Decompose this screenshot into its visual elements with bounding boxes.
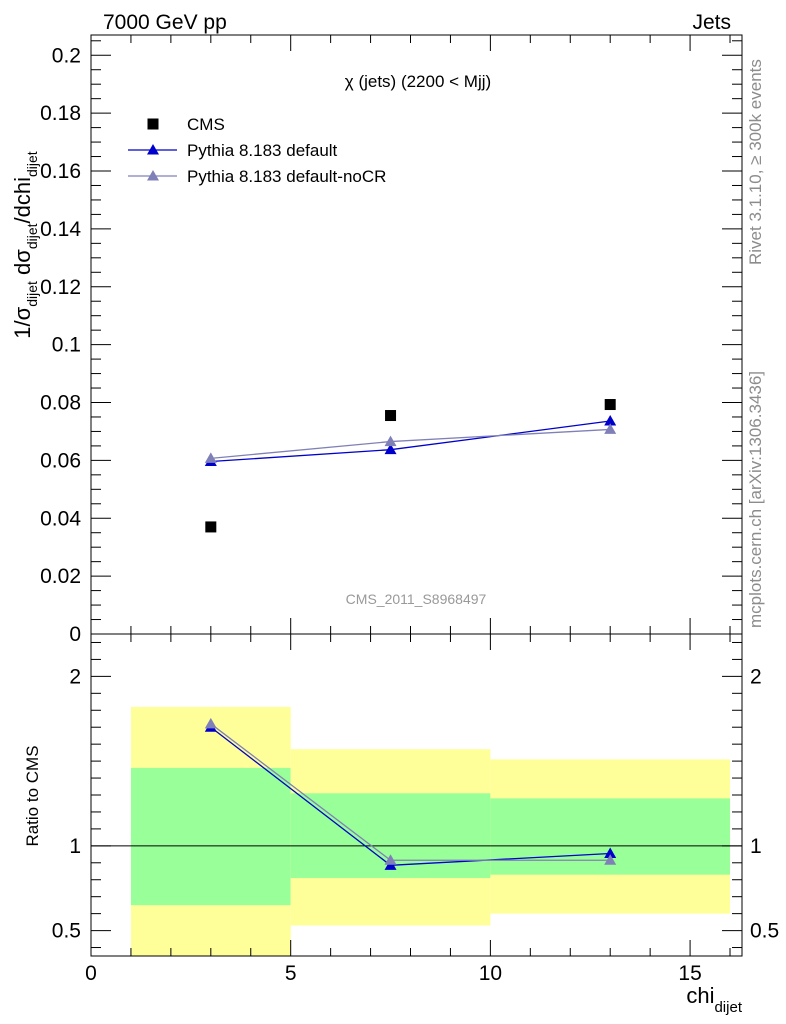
cms-point-0 <box>205 521 217 533</box>
y-axis-title-part: /dchi <box>10 177 35 223</box>
ratio-point-1-1 <box>384 854 397 865</box>
ratio-ytick-label-right: 1 <box>750 835 762 858</box>
main-ytick-label: 0.06 <box>40 449 81 472</box>
header-energy-label: 7000 GeV pp <box>103 11 227 34</box>
main-y-axis-title: 1/σdijet dσdijet/dchidijet <box>10 151 40 339</box>
ratio-series-layer <box>204 717 617 870</box>
ratio-tick-labels: 0.5 0.5 1 1 2 2 0 5 10 15 <box>52 665 779 985</box>
main-series-line-2 <box>210 428 611 459</box>
legend-label-2: Pythia 8.183 default-noCR <box>187 167 386 186</box>
ratio-band-green-0 <box>130 767 291 906</box>
ratio-point-1-2 <box>604 854 617 865</box>
legend-label-1: Pythia 8.183 default <box>187 141 338 160</box>
main-point-1-1 <box>384 443 397 455</box>
ratio-ytick-label-left: 2 <box>69 665 81 688</box>
cms-point-2 <box>604 399 616 411</box>
legend-marker-1 <box>147 144 159 155</box>
main-point-2-1 <box>384 435 397 447</box>
y-axis-title-part: dσ <box>10 249 35 281</box>
main-ytick-label: 0 <box>69 623 81 646</box>
ratio-ytick-label-right: 2 <box>750 665 762 688</box>
ratio-ytick-label-left: 1 <box>69 835 81 858</box>
main-ytick-label: 0.16 <box>40 160 81 183</box>
main-point-2-2 <box>604 423 617 434</box>
cms-point-1 <box>385 410 397 422</box>
x-axis-title-main: chi <box>686 983 714 1008</box>
y-axis-title-subscript: dijet <box>24 281 40 307</box>
main-series-layer <box>204 399 617 533</box>
ratio-point-0-2 <box>604 847 617 858</box>
ratio-y-axis-label: Ratio to CMS <box>23 745 42 846</box>
y-axis-title-subscript: dijet <box>24 151 40 177</box>
main-ytick-label: 0.08 <box>40 392 81 415</box>
legend: CMS Pythia 8.183 default Pythia 8.183 defa… <box>128 115 386 186</box>
main-point-2-0 <box>204 452 217 463</box>
main-ytick-label: 0.14 <box>40 218 81 241</box>
main-ytick-label: 0.12 <box>40 276 81 299</box>
rivet-version-label: Rivet 3.1.10, ≥ 300k events <box>746 59 765 265</box>
main-ytick-label: 0.1 <box>52 334 81 357</box>
legend-marker-cms <box>147 118 159 130</box>
ratio-uncertainty-bands <box>130 706 731 956</box>
main-ytick-label: 0.18 <box>40 102 81 125</box>
analysis-watermark: CMS_2011_S8968497 <box>346 591 487 607</box>
main-axis-ticks <box>90 35 742 635</box>
xtick-label: 10 <box>479 962 502 985</box>
main-y-tick-labels: 0 0.02 0.04 0.06 0.08 0.1 0.12 0.14 0.16 0.18 0.2 <box>40 44 81 646</box>
header-jets-label: Jets <box>692 11 731 34</box>
plot-title: χ (jets) (2200 < Mjj) <box>345 72 491 91</box>
x-axis-title: chidijet <box>686 983 742 1016</box>
xtick-label: 0 <box>85 962 97 985</box>
legend-label-0: CMS <box>187 115 225 134</box>
xtick-label: 5 <box>285 962 297 985</box>
ratio-axis-ticks <box>90 634 742 956</box>
y-axis-title-subscript: dijet <box>24 223 40 249</box>
main-ytick-label: 0.2 <box>52 44 81 67</box>
ratio-point-1-0 <box>204 717 217 729</box>
main-point-1-2 <box>604 415 617 426</box>
mcplots-source-label: mcplots.cern.ch [arXiv:1306.3436] <box>746 371 765 628</box>
main-ytick-label: 0.04 <box>40 507 81 530</box>
ratio-ytick-label-left: 0.5 <box>52 920 81 943</box>
legend-marker-2 <box>147 170 159 181</box>
main-ytick-label: 0.02 <box>40 565 81 588</box>
x-axis-label: chidijet <box>686 983 742 1016</box>
xtick-label: 15 <box>678 962 701 985</box>
main-y-axis-label: 1/σdijet dσdijet/dchidijet <box>10 151 40 339</box>
y-axis-title-part: 1/σ <box>10 306 35 338</box>
ratio-ytick-label-right: 0.5 <box>750 920 779 943</box>
main-series-line-1 <box>210 420 611 463</box>
x-axis-title-subscript: dijet <box>714 999 742 1016</box>
